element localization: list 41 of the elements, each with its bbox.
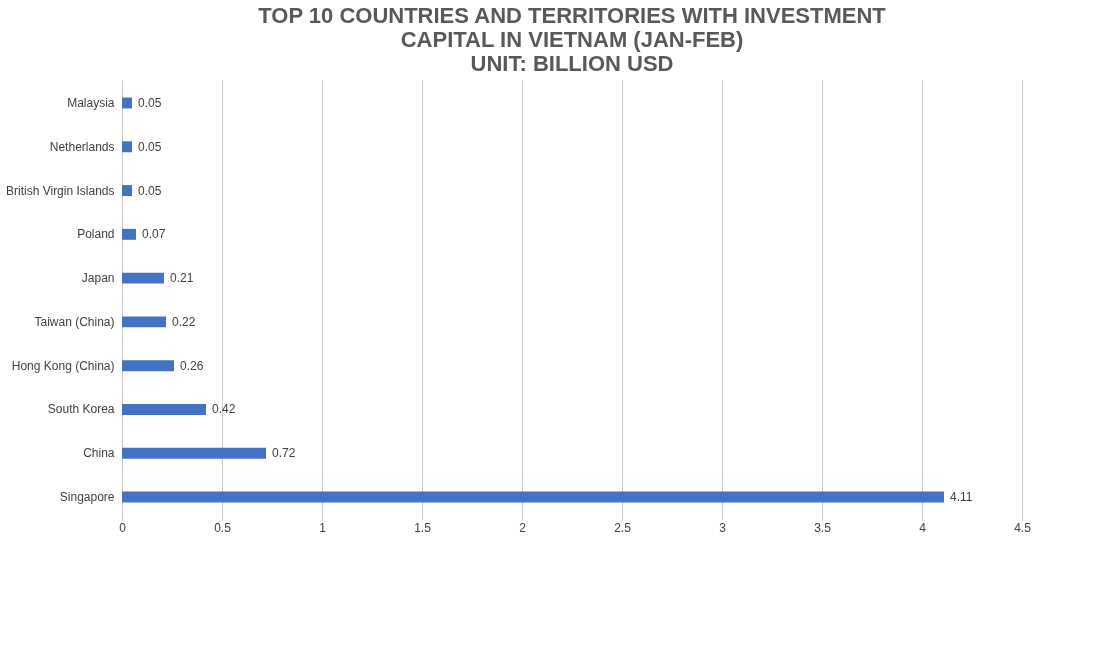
y-tick-label: Hong Kong (China) xyxy=(11,358,115,373)
x-tick-label: 0.5 xyxy=(214,520,232,535)
y-tick-label: Taiwan (China) xyxy=(34,314,115,329)
bar xyxy=(122,185,132,197)
data-label: 0.22 xyxy=(172,314,196,329)
y-tick-label: South Korea xyxy=(47,402,115,417)
x-tick-label: 1 xyxy=(319,520,327,535)
data-label: 4.11 xyxy=(950,490,973,505)
x-tick-label: 2 xyxy=(519,520,527,535)
y-tick-label: Japan xyxy=(81,271,115,286)
x-tick-label: 1.5 xyxy=(414,520,432,535)
bar xyxy=(122,97,132,109)
bar xyxy=(122,403,206,415)
y-tick-label: China xyxy=(83,446,115,461)
data-label: 0.21 xyxy=(170,271,194,286)
y-tick-label: Poland xyxy=(77,227,115,242)
x-tick-label: 3 xyxy=(719,520,727,535)
y-tick-label: British Virgin Islands xyxy=(6,183,115,198)
y-tick-label: Singapore xyxy=(59,490,115,505)
data-label: 0.05 xyxy=(138,139,162,154)
chart-title: TOP 10 COUNTRIES AND TERRITORIES WITH INVESTMENT CAPITAL IN VIETNAM (JAN-FEB) UNIT: BILLION USD xyxy=(258,3,887,76)
bar xyxy=(122,228,136,240)
bar xyxy=(122,491,944,503)
bar xyxy=(122,447,266,459)
y-tick-label: Malaysia xyxy=(67,95,115,110)
x-tick-label: 4.5 xyxy=(1014,520,1032,535)
data-label: 0.42 xyxy=(212,402,236,417)
data-label: 0.72 xyxy=(272,446,296,461)
bar xyxy=(122,272,164,284)
bar xyxy=(122,316,166,328)
x-tick-label: 0 xyxy=(119,520,127,535)
y-tick-label: Netherlands xyxy=(49,139,115,154)
x-tick-label: 4 xyxy=(919,520,927,535)
data-label: 0.05 xyxy=(138,95,162,110)
bar xyxy=(122,141,132,153)
bar xyxy=(122,360,174,372)
x-tick-label: 3.5 xyxy=(814,520,832,535)
data-label: 0.05 xyxy=(138,183,162,198)
x-tick-label: 2.5 xyxy=(614,520,632,535)
data-label: 0.07 xyxy=(142,227,166,242)
data-label: 0.26 xyxy=(180,358,204,373)
